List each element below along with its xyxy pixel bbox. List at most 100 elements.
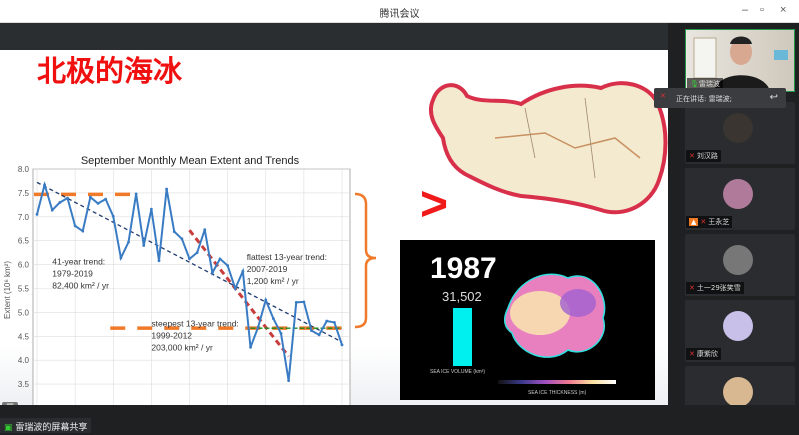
y-tick-label: 5.5 (18, 285, 30, 294)
close-button[interactable]: × (780, 4, 787, 16)
mic-muted-icon: ✕ (689, 350, 695, 358)
shared-slide: 北极的海冰 3.0 3.5 4.0 4.5 5.0 5.5 6.0 6.5 7.0 7.5 8.0 1… (0, 50, 668, 405)
map-region (428, 81, 668, 215)
y-tick-label: 6.5 (18, 237, 30, 246)
mic-muted-icon: ✕ (700, 218, 707, 226)
ice-volume-label: SEA ICE VOLUME (km³) (430, 369, 486, 375)
presenter-face (730, 39, 752, 65)
slide-title: 北极的海冰 (37, 54, 183, 88)
map-river (494, 132, 641, 159)
trend-annotation: 2007-2019 (247, 264, 288, 274)
data-point (119, 256, 123, 260)
y-tick-label: 5.0 (18, 308, 30, 317)
participant-tile[interactable]: ✕ 土一29张笑雪 (685, 234, 795, 296)
trend-annotation: flattest 13-year trend: (247, 252, 327, 262)
list-icon[interactable]: ☰ (2, 402, 18, 405)
avatar (723, 377, 753, 407)
data-point (73, 224, 77, 228)
data-point (302, 300, 306, 304)
trend-annotation: 41-year trend: (52, 257, 105, 267)
arctic-ice-map (504, 273, 606, 358)
data-point (249, 345, 252, 349)
bottom-bar (0, 405, 799, 435)
host-icon: ▲ (689, 218, 699, 226)
screen-share-text: 雷瑞波的屏幕共享 (15, 423, 88, 433)
thin-ice-region (560, 289, 596, 317)
participant-name: ✕ 康紫欣 (686, 348, 721, 360)
presenter-hair (730, 36, 752, 44)
window-in-background (693, 37, 717, 79)
avatar (723, 311, 753, 341)
data-point (218, 257, 222, 261)
chart-title: September Monthly Mean Extent and Trends (81, 155, 300, 167)
sea-ice-image: 1987 31,502 SEA ICE VOLUME (km³) SEA ICE… (400, 240, 655, 400)
participant-tile[interactable]: ▲ ✕ 王永芝 (685, 168, 795, 230)
trend-annotation: 1979-2019 (52, 269, 93, 279)
data-point (127, 240, 130, 244)
data-point (241, 269, 245, 273)
data-point (340, 343, 344, 347)
data-point (271, 317, 275, 321)
participant-video-0[interactable]: 🎙雷瑞波 (685, 29, 795, 92)
data-point (81, 229, 85, 233)
data-point (188, 257, 191, 261)
data-point (180, 237, 184, 241)
data-point (287, 379, 291, 383)
trend-annotation: 1,200 km² / yr (247, 276, 299, 286)
thick-ice-region (510, 291, 570, 335)
mic-muted-icon: ✕ (689, 284, 695, 292)
y-tick-label: 4.0 (18, 356, 30, 365)
ice-volume-value: 31,502 (442, 289, 482, 304)
thickness-scale (498, 380, 616, 384)
ice-volume-bar (453, 308, 472, 366)
participant-name-text: 雷瑞波 (698, 81, 720, 88)
minimize-button[interactable]: – (742, 4, 749, 16)
screen-share-label: ▣ 雷瑞波的屏幕共享 (0, 418, 92, 433)
share-toolbar (0, 23, 668, 50)
extent-chart: 3.03.54.04.55.05.56.06.57.07.58.01979198… (3, 155, 377, 405)
participant-name-text: 王永芝 (708, 218, 730, 226)
mic-on-icon: ▣ (4, 423, 16, 433)
data-point (157, 259, 161, 263)
y-tick-label: 3.5 (18, 380, 30, 389)
orange-brace (354, 192, 377, 329)
trend-annotation: 203,000 km² / yr (151, 343, 213, 353)
restore-button[interactable]: ▫ (760, 4, 764, 16)
data-point (104, 197, 108, 201)
plot-area (32, 168, 351, 405)
data-point (294, 300, 298, 304)
y-tick-label: 6.0 (18, 261, 30, 270)
mic-on-icon: 🎙 (690, 81, 699, 88)
participant-tile[interactable]: ✕ 刘汉路 (685, 102, 795, 164)
participant-name-text: 刘汉路 (696, 152, 718, 160)
ice-year: 1987 (430, 252, 497, 285)
data-point (226, 264, 230, 267)
data-point (310, 329, 313, 332)
data-point (96, 202, 100, 205)
reply-icon[interactable]: ↩ (769, 92, 778, 103)
data-point (195, 251, 199, 255)
participant-name-text: 康紫欣 (696, 350, 718, 358)
participant-panel: 🎙雷瑞波 ✕刘汉路 ▲✕王永芝 ✕土一29张笑雪 ✕康紫欣 ✕张开璐 (668, 23, 799, 428)
data-point (66, 196, 69, 200)
participant-name-text: 土一29张笑雪 (696, 284, 741, 292)
data-point (332, 321, 336, 324)
data-point (149, 207, 153, 211)
speaking-indicator: 正在讲话: 雷瑞波; ↩ ✕ (654, 88, 786, 108)
data-point (203, 228, 207, 232)
data-point (88, 195, 92, 199)
y-tick-label: 8.0 (18, 165, 30, 174)
y-tick-label: 7.0 (18, 213, 30, 222)
wall-picture (774, 50, 788, 60)
mic-muted-icon: ✕ (660, 92, 666, 100)
participant-tile[interactable]: ✕ 康紫欣 (685, 300, 795, 362)
data-point (58, 201, 62, 204)
y-axis-label: Extent (10⁶ km²) (3, 261, 12, 319)
avatar (723, 113, 753, 143)
data-point (210, 271, 214, 275)
data-point (134, 192, 138, 196)
data-point (111, 214, 115, 218)
title-bar: 腾讯会议 – ▫ × (0, 0, 799, 23)
participant-name: ▲ ✕ 王永芝 (686, 216, 733, 228)
trend-annotation: 82,400 km² / yr (52, 281, 109, 291)
